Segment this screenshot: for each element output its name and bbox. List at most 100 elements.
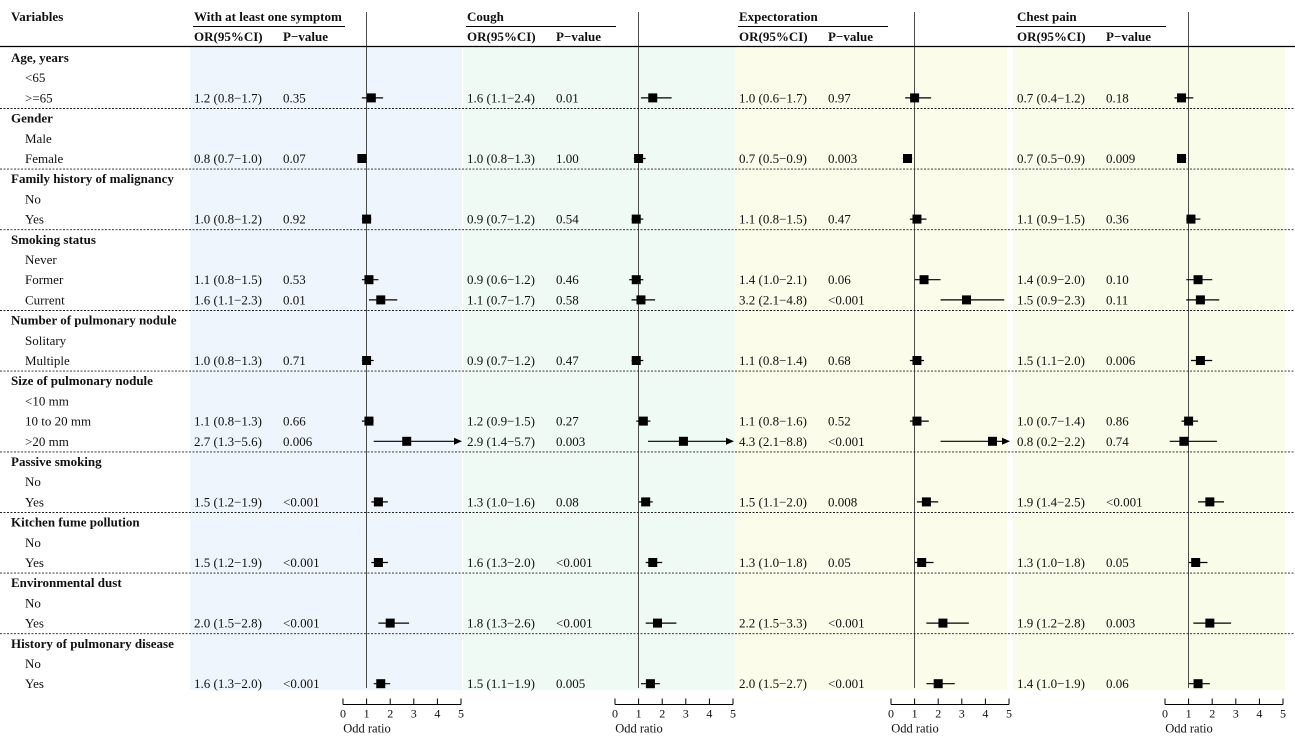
or-value: 4.3 (2.1−8.8) bbox=[739, 434, 807, 449]
level-label: No bbox=[25, 595, 41, 610]
point-estimate bbox=[903, 154, 913, 163]
or-value: 1.4 (1.0−2.1) bbox=[739, 272, 807, 287]
or-value: 1.0 (0.8−1.2) bbox=[194, 212, 262, 227]
x-tick-label: 0 bbox=[340, 707, 346, 721]
or-value: 1.6 (1.3−2.0) bbox=[194, 676, 262, 691]
point-estimate bbox=[1193, 679, 1203, 689]
point-estimate bbox=[641, 497, 651, 507]
group-label: History of pulmonary disease bbox=[11, 636, 174, 651]
level-label: Current bbox=[25, 292, 65, 307]
p-value: 0.54 bbox=[556, 212, 579, 227]
or-value: 1.1 (0.8−1.4) bbox=[739, 353, 807, 368]
level-label: <65 bbox=[25, 70, 45, 85]
p-value: 0.74 bbox=[1106, 434, 1129, 449]
or-value: 1.3 (1.0−1.6) bbox=[467, 494, 535, 509]
p-value: 0.68 bbox=[828, 353, 851, 368]
p-value: 0.003 bbox=[1106, 616, 1135, 631]
or-column-header: OR(95%CI) bbox=[467, 29, 536, 44]
point-estimate bbox=[376, 295, 386, 305]
point-estimate bbox=[357, 154, 367, 163]
or-value: 3.2 (2.1−4.8) bbox=[739, 292, 807, 307]
level-label: Male bbox=[25, 131, 52, 146]
p-value: 0.05 bbox=[1106, 555, 1129, 570]
x-tick-label: 2 bbox=[935, 707, 941, 721]
p-value: 0.009 bbox=[1106, 151, 1135, 166]
x-axis-label: Odd ratio bbox=[891, 722, 939, 736]
p-value: 0.003 bbox=[828, 151, 857, 166]
ci-arrow-icon bbox=[726, 437, 734, 445]
p-value: <0.001 bbox=[283, 494, 320, 509]
group-label: Family history of malignancy bbox=[11, 171, 174, 186]
level-label: Yes bbox=[25, 616, 44, 631]
p-value: 0.005 bbox=[556, 676, 585, 691]
point-estimate bbox=[638, 416, 648, 426]
p-value: <0.001 bbox=[556, 555, 593, 570]
p-value: <0.001 bbox=[556, 616, 593, 631]
point-estimate bbox=[1186, 214, 1196, 224]
point-estimate bbox=[1179, 436, 1189, 446]
p-value: 0.11 bbox=[1106, 292, 1128, 307]
point-estimate bbox=[1177, 93, 1187, 103]
or-value: 1.5 (1.2−1.9) bbox=[194, 494, 262, 509]
point-estimate bbox=[910, 93, 920, 103]
x-tick-label: 4 bbox=[1256, 707, 1262, 721]
or-value: 1.1 (0.8−1.5) bbox=[194, 272, 262, 287]
level-label: Yes bbox=[25, 494, 44, 509]
level-label: Yes bbox=[25, 676, 44, 691]
or-value: 0.8 (0.7−1.0) bbox=[194, 151, 262, 166]
point-estimate bbox=[921, 497, 931, 507]
or-value: 1.5 (1.1−2.0) bbox=[1017, 353, 1085, 368]
point-estimate bbox=[1205, 497, 1215, 507]
point-estimate bbox=[652, 618, 662, 628]
point-estimate bbox=[364, 416, 374, 426]
point-estimate bbox=[373, 558, 383, 567]
panel-background bbox=[735, 47, 1007, 690]
level-label: No bbox=[25, 535, 41, 550]
or-value: 1.1 (0.7−1.7) bbox=[467, 292, 535, 307]
or-value: 1.8 (1.3−2.6) bbox=[467, 616, 535, 631]
x-tick-label: 4 bbox=[434, 707, 440, 721]
or-value: 1.3 (1.0−1.8) bbox=[1017, 555, 1085, 570]
x-tick-label: 3 bbox=[411, 707, 417, 721]
point-estimate bbox=[678, 436, 688, 446]
p-value: 0.36 bbox=[1106, 212, 1129, 227]
p-value: 0.97 bbox=[828, 90, 851, 105]
point-estimate bbox=[631, 275, 641, 285]
or-value: 0.7 (0.5−0.9) bbox=[739, 151, 807, 166]
p-value: 0.006 bbox=[283, 434, 313, 449]
x-tick-label: 4 bbox=[982, 707, 988, 721]
or-column-header: OR(95%CI) bbox=[739, 29, 808, 44]
x-tick-label: 3 bbox=[959, 707, 965, 721]
x-tick-label: 3 bbox=[1233, 707, 1239, 721]
point-estimate bbox=[364, 275, 374, 285]
variables-header: Variables bbox=[11, 9, 63, 24]
or-value: 1.6 (1.3−2.0) bbox=[467, 555, 535, 570]
point-estimate bbox=[1193, 275, 1203, 285]
p-value: 0.10 bbox=[1106, 272, 1129, 287]
or-value: 1.2 (0.9−1.5) bbox=[467, 414, 535, 429]
group-label: Smoking status bbox=[11, 232, 96, 247]
or-column-header: OR(95%CI) bbox=[1017, 29, 1086, 44]
or-value: 1.5 (1.2−1.9) bbox=[194, 555, 262, 570]
p-value: <0.001 bbox=[828, 434, 865, 449]
point-estimate bbox=[917, 558, 927, 567]
x-tick-label: 4 bbox=[706, 707, 712, 721]
p-value: 0.18 bbox=[1106, 90, 1129, 105]
x-tick-label: 3 bbox=[683, 707, 689, 721]
or-value: 1.5 (1.1−2.0) bbox=[739, 494, 807, 509]
or-value: 1.1 (0.8−1.5) bbox=[739, 212, 807, 227]
p-value: <0.001 bbox=[828, 616, 865, 631]
p-value: 0.003 bbox=[556, 434, 585, 449]
or-value: 2.0 (1.5−2.8) bbox=[194, 616, 262, 631]
panel-title: Expectoration bbox=[739, 9, 818, 24]
or-value: 0.7 (0.5−0.9) bbox=[1017, 151, 1085, 166]
p-value: 0.53 bbox=[283, 272, 306, 287]
p-value: <0.001 bbox=[1106, 494, 1143, 509]
group-label: Passive smoking bbox=[11, 454, 102, 469]
p-value: <0.001 bbox=[283, 676, 320, 691]
or-value: 2.2 (1.5−3.3) bbox=[739, 616, 807, 631]
group-label: Gender bbox=[11, 111, 53, 126]
level-label: Yes bbox=[25, 555, 44, 570]
point-estimate bbox=[645, 679, 655, 689]
x-axis-label: Odd ratio bbox=[1165, 722, 1213, 736]
